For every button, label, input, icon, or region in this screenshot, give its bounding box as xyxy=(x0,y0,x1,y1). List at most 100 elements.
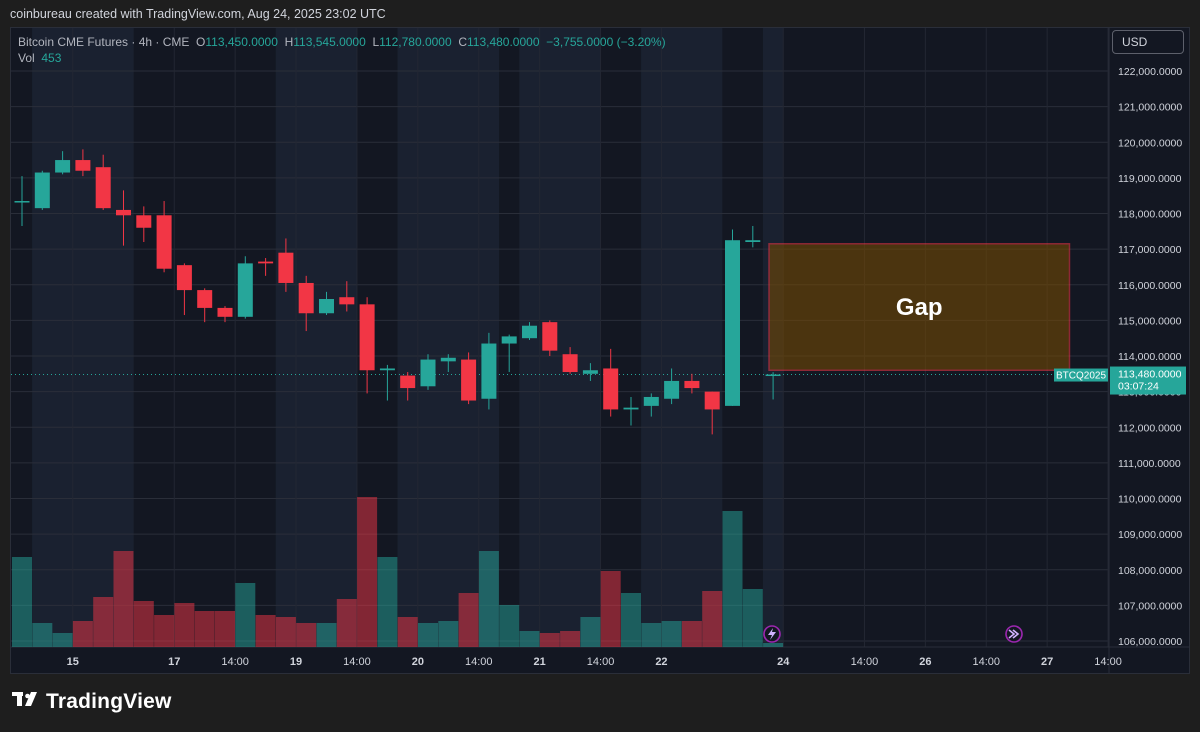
y-tick-label: 110,000.0000 xyxy=(1118,494,1182,506)
y-tick-label: 119,000.0000 xyxy=(1118,173,1182,185)
symbol-label: Bitcoin CME Futures · 4h · CME xyxy=(18,35,190,49)
volume-bar xyxy=(235,583,256,647)
candle-body xyxy=(197,290,213,308)
volume-bar xyxy=(32,623,53,647)
volume-bar xyxy=(377,557,398,647)
volume-bar xyxy=(742,589,763,647)
candle-body xyxy=(95,167,111,209)
x-tick-label: 14:00 xyxy=(465,656,493,668)
volume-bar xyxy=(438,621,459,647)
candle-body xyxy=(379,368,395,371)
volume-bar xyxy=(418,623,438,647)
volume-bar xyxy=(661,621,682,647)
candle-body xyxy=(684,380,700,389)
candle-body xyxy=(522,325,537,339)
candle-body xyxy=(359,304,375,371)
volume-bar xyxy=(275,617,296,647)
x-tick-label: 19 xyxy=(290,656,302,668)
y-tick-label: 106,000.0000 xyxy=(1118,636,1182,648)
y-tick-label: 115,000.0000 xyxy=(1118,315,1182,327)
candle-body xyxy=(481,343,497,399)
volume-bar xyxy=(621,593,641,647)
volume-bar xyxy=(560,631,581,647)
x-tick-label: 14:00 xyxy=(851,656,879,668)
candle-body xyxy=(725,240,740,406)
gap-zone xyxy=(768,243,1071,371)
candle-body xyxy=(704,391,720,410)
x-tick-label: 14:00 xyxy=(972,656,1000,668)
candle-body xyxy=(643,396,659,406)
y-tick-label: 107,000.0000 xyxy=(1118,600,1182,612)
candle-body xyxy=(217,307,233,317)
candle-body xyxy=(136,215,152,228)
x-tick-label: 14:00 xyxy=(221,656,249,668)
volume-bar xyxy=(316,623,337,647)
candle-body xyxy=(542,322,558,351)
candle-body xyxy=(582,370,598,374)
brand-name: TradingView xyxy=(46,690,172,713)
volume-bar xyxy=(336,599,357,647)
tradingview-brand: TradingView xyxy=(12,690,172,714)
volume-bar xyxy=(722,511,743,647)
x-tick-label: 14:00 xyxy=(343,656,371,668)
x-tick-label: 17 xyxy=(168,656,180,668)
candle-body xyxy=(278,252,294,283)
y-tick-label: 109,000.0000 xyxy=(1118,529,1182,541)
y-tick-label: 114,000.0000 xyxy=(1118,351,1182,363)
candle-body xyxy=(745,240,761,242)
y-tick-label: 117,000.0000 xyxy=(1118,244,1182,256)
volume-bar xyxy=(154,615,175,647)
candle-body xyxy=(339,297,355,305)
session-band xyxy=(641,28,723,647)
volume-bar xyxy=(681,621,702,647)
volume-bar xyxy=(255,615,276,647)
close-value: 113,480.0000 xyxy=(466,35,540,49)
candle-body xyxy=(34,172,50,209)
volume-value: 453 xyxy=(41,51,62,65)
candle-body xyxy=(14,201,30,203)
volume-bar xyxy=(215,611,235,647)
x-tick-label: 20 xyxy=(412,656,424,668)
tradingview-logo-icon xyxy=(12,690,42,714)
candle-body xyxy=(420,359,436,387)
x-tick-label: 14:00 xyxy=(1094,656,1122,668)
candle-body xyxy=(623,407,639,410)
lightning-event-icon xyxy=(763,625,781,643)
last-price-label: 113,480.0000 xyxy=(1118,369,1182,381)
change-value: −3,755.0000 (−3.20%) xyxy=(546,35,666,49)
candle-body xyxy=(440,357,456,362)
candle-body xyxy=(765,374,781,377)
y-tick-label: 118,000.0000 xyxy=(1118,209,1182,221)
volume-bar xyxy=(519,631,540,647)
session-band xyxy=(275,28,357,647)
y-tick-label: 112,000.0000 xyxy=(1118,422,1182,434)
gap-label: Gap xyxy=(896,294,943,321)
volume-bar xyxy=(174,603,195,647)
volume-bar xyxy=(478,551,499,647)
x-tick-label: 27 xyxy=(1041,656,1053,668)
volume-bar xyxy=(397,617,418,647)
lightning-glyph xyxy=(768,628,776,640)
volume-bar xyxy=(600,571,621,647)
high-value: 113,545.0000 xyxy=(293,35,366,49)
volume-bar xyxy=(458,593,479,647)
y-tick-label: 120,000.0000 xyxy=(1118,137,1182,149)
volume-bar xyxy=(133,601,154,647)
chart-attribution: coinbureau created with TradingView.com,… xyxy=(10,7,386,21)
volume-bar xyxy=(296,623,317,647)
candle-body xyxy=(603,368,619,410)
candle-body xyxy=(237,263,253,317)
open-value: 113,450.0000 xyxy=(205,35,278,49)
volume-bar xyxy=(641,623,662,647)
currency-button[interactable]: USD xyxy=(1112,30,1184,54)
x-tick-label: 24 xyxy=(777,656,790,668)
low-value: 112,780.0000 xyxy=(379,35,452,49)
candle-body xyxy=(400,375,416,389)
symbol-tag-bg xyxy=(1054,368,1108,382)
x-tick-label: 15 xyxy=(67,656,79,668)
session-band xyxy=(32,28,134,647)
x-tick-label: 21 xyxy=(534,656,546,668)
volume-bar xyxy=(357,497,378,647)
forward-glyph xyxy=(1008,629,1020,639)
